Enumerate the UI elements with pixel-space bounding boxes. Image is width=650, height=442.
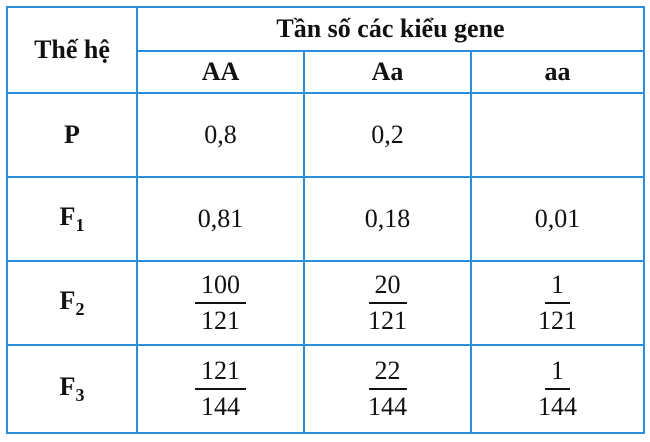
numerator: 100	[195, 268, 246, 304]
denominator: 121	[201, 306, 240, 335]
denominator: 121	[368, 306, 407, 335]
row: P 0,8 0,2	[6, 92, 645, 178]
genotype-header: aa	[470, 50, 645, 94]
numerator: 1	[545, 268, 570, 304]
cell: 1 144	[470, 344, 645, 434]
genotype-header: Aa	[303, 50, 472, 94]
cell: 0,01	[470, 176, 645, 262]
generation-label: F3	[6, 344, 138, 434]
value: 0,01	[534, 204, 581, 233]
value: 0,18	[364, 204, 411, 233]
label-sub: 1	[75, 215, 85, 235]
denominator: 144	[538, 392, 577, 421]
denominator: 144	[368, 392, 407, 421]
generation-header: Thế hệ	[6, 6, 138, 94]
cell: 0,81	[136, 176, 305, 262]
label-base: P	[64, 120, 80, 149]
value: 0,81	[197, 204, 244, 233]
label-sub: 2	[75, 299, 85, 319]
cell	[470, 92, 645, 178]
numerator: 121	[195, 354, 246, 390]
genotype-header: AA	[136, 50, 305, 94]
genotype-table: Thế hệ Tần số các kiểu gene AA Aa aa P 0,…	[6, 6, 645, 434]
fraction: 100 121	[195, 268, 246, 338]
value: 0,2	[371, 120, 404, 149]
fraction: 121 144	[195, 354, 246, 424]
numerator: 22	[368, 354, 407, 390]
denominator: 121	[538, 306, 577, 335]
row: F3 121 144 22 144 1 144	[6, 344, 645, 434]
fraction: 22 144	[368, 354, 407, 424]
denominator: 144	[201, 392, 240, 421]
fraction: 20 121	[368, 268, 407, 338]
cell: 20 121	[303, 260, 472, 346]
fraction: 1 121	[538, 268, 577, 338]
label-base: F	[59, 286, 76, 315]
numerator: 1	[545, 354, 570, 390]
row: F1 0,81 0,18 0,01	[6, 176, 645, 262]
group-header: Tần số các kiểu gene	[136, 6, 645, 52]
label-base: F	[59, 372, 76, 401]
generation-label: F1	[6, 176, 138, 262]
cell: 0,8	[136, 92, 305, 178]
generation-label: P	[6, 92, 138, 178]
cell: 0,2	[303, 92, 472, 178]
row: F2 100 121 20 121 1 121	[6, 260, 645, 346]
cell: 22 144	[303, 344, 472, 434]
cell: 1 121	[470, 260, 645, 346]
cell: 100 121	[136, 260, 305, 346]
label-base: F	[59, 202, 76, 231]
numerator: 20	[368, 268, 407, 304]
label-sub: 3	[75, 385, 85, 405]
generation-label: F2	[6, 260, 138, 346]
cell: 121 144	[136, 344, 305, 434]
value: 0,8	[204, 120, 237, 149]
fraction: 1 144	[538, 354, 577, 424]
cell: 0,18	[303, 176, 472, 262]
